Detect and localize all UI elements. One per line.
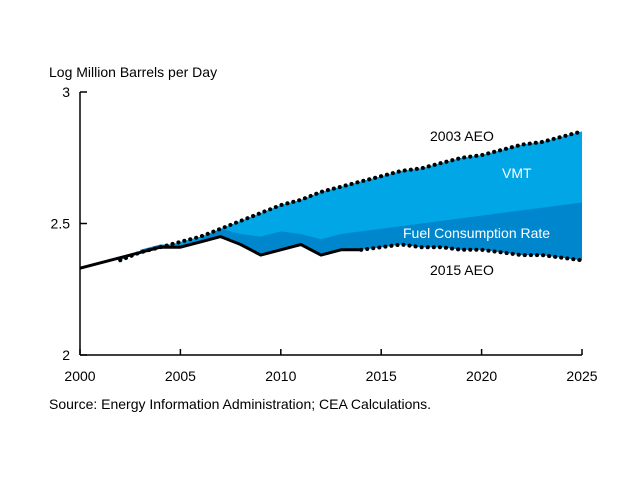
chart-tick-labels: 2 2.5 3 2000 2005 2010 2015 2020 2025 xyxy=(51,84,598,384)
source-note: Source: Energy Information Administratio… xyxy=(49,396,432,412)
x-tick-label: 2010 xyxy=(265,368,296,384)
chart-lines xyxy=(79,129,584,270)
2003-aeo-line xyxy=(118,129,584,263)
chart-areas xyxy=(120,131,582,261)
x-tick-label: 2020 xyxy=(466,368,497,384)
annotation-2015-aeo: 2015 AEO xyxy=(430,262,494,278)
annotation-2003-aeo: 2003 AEO xyxy=(430,128,494,144)
y-tick-label: 2.5 xyxy=(51,216,71,232)
annotation-vmt: VMT xyxy=(502,165,532,181)
x-tick-label: 2015 xyxy=(366,368,397,384)
x-tick-label: 2000 xyxy=(64,368,95,384)
y-axis-title: Log Million Barrels per Day xyxy=(49,64,217,80)
x-tick-label: 2005 xyxy=(165,368,196,384)
y-tick-label: 2 xyxy=(62,347,70,363)
2015-aeo-line xyxy=(359,242,584,263)
chart-axes xyxy=(79,91,583,356)
fuel-consumption-area xyxy=(140,202,582,261)
y-tick-label: 3 xyxy=(62,84,70,100)
annotation-fuel-consumption-rate: Fuel Consumption Rate xyxy=(403,225,550,241)
historical-line xyxy=(79,235,362,270)
x-tick-label: 2025 xyxy=(566,368,597,384)
